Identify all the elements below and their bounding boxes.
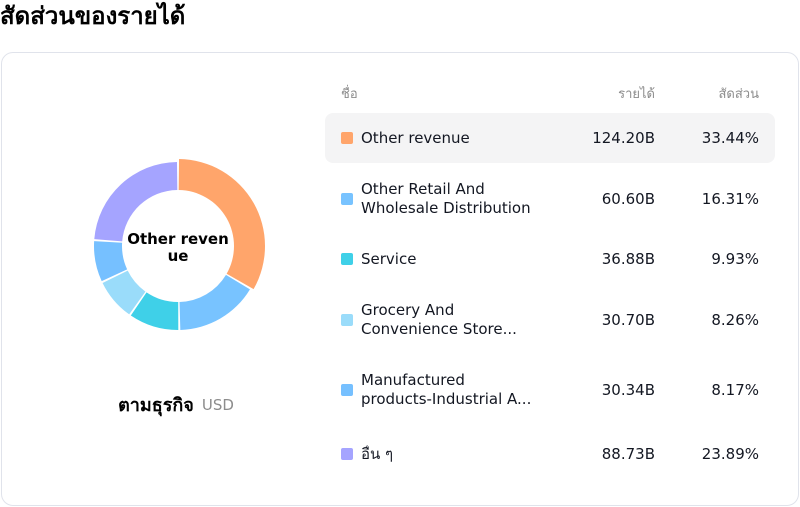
segment-name: Grocery And Convenience Store... (361, 301, 549, 339)
donut-slice-2[interactable] (179, 274, 250, 330)
segment-name-line: Wholesale Distribution (361, 199, 531, 217)
donut-slice-3[interactable] (130, 292, 179, 330)
chart-caption: ตามธุรกิจ USD (0, 390, 352, 419)
segment-name-line: products-Industrial A... (361, 390, 532, 408)
legend-swatch (341, 448, 353, 460)
segment-name: Manufactured products-Industrial A... (361, 371, 549, 409)
segment-name-line: Convenience Store... (361, 320, 517, 338)
segment-name-line: Service (361, 249, 417, 268)
segment-share: 33.44% (701, 128, 759, 147)
table-header-share: สัดส่วน (718, 87, 760, 102)
segment-revenue: 30.70B (601, 310, 655, 329)
segment-share: 9.93% (711, 249, 759, 268)
segment-share: 8.17% (711, 380, 759, 399)
donut-chart-svg (94, 159, 265, 330)
segment-name: Other revenue (361, 129, 549, 148)
table-row[interactable]: Grocery And Convenience Store... 30.70B 8.2… (325, 295, 775, 345)
segment-revenue: 36.88B (601, 249, 655, 268)
donut-chart: Other revenue (88, 156, 268, 336)
table-row[interactable]: Other Retail And Wholesale Distribution 60… (325, 174, 775, 224)
caption-currency: USD (201, 395, 234, 414)
segment-share: 8.26% (711, 310, 759, 329)
segment-name-line: Other revenue (361, 128, 470, 147)
legend-swatch (341, 314, 353, 326)
legend-swatch (341, 384, 353, 396)
caption-breakdown-type: ตามธุรกิจ (118, 395, 194, 416)
segment-revenue: 30.34B (601, 380, 655, 399)
donut-slice-1[interactable] (178, 159, 265, 290)
donut-center-label: Other revenue (127, 230, 229, 265)
segment-name-line: Grocery And (361, 301, 455, 319)
donut-slice-5[interactable] (94, 241, 128, 282)
segment-name: Service (361, 250, 549, 269)
table-row[interactable]: Manufactured products-Industrial A... 30.3… (325, 365, 775, 415)
table-row[interactable]: อื่น ๆ 88.73B 23.89% (325, 435, 775, 473)
segment-name-line: Other Retail And (361, 180, 485, 198)
segment-revenue: 88.73B (601, 444, 655, 463)
segment-name-line: อื่น ๆ (361, 444, 394, 463)
donut-slice-4[interactable] (102, 270, 146, 315)
legend-swatch (341, 193, 353, 205)
page-title: สัดส่วนของรายได้ (0, 2, 186, 30)
segment-share: 16.31% (701, 189, 759, 208)
segment-revenue: 60.60B (601, 189, 655, 208)
legend-swatch (341, 132, 353, 144)
table-header-revenue: รายได้ (618, 87, 655, 102)
donut-slice-6[interactable] (94, 162, 178, 242)
segment-revenue: 124.20B (592, 128, 655, 147)
segment-name: Other Retail And Wholesale Distribution (361, 180, 549, 218)
legend-swatch (341, 253, 353, 265)
table-row[interactable]: Service 36.88B 9.93% (325, 239, 775, 279)
segment-share: 23.89% (701, 444, 759, 463)
segment-name-line: Manufactured (361, 371, 465, 389)
table-row[interactable]: Other revenue 124.20B 33.44% (325, 113, 775, 163)
table-header-name: ชื่อ (341, 87, 358, 102)
segment-name: อื่น ๆ (361, 445, 549, 464)
